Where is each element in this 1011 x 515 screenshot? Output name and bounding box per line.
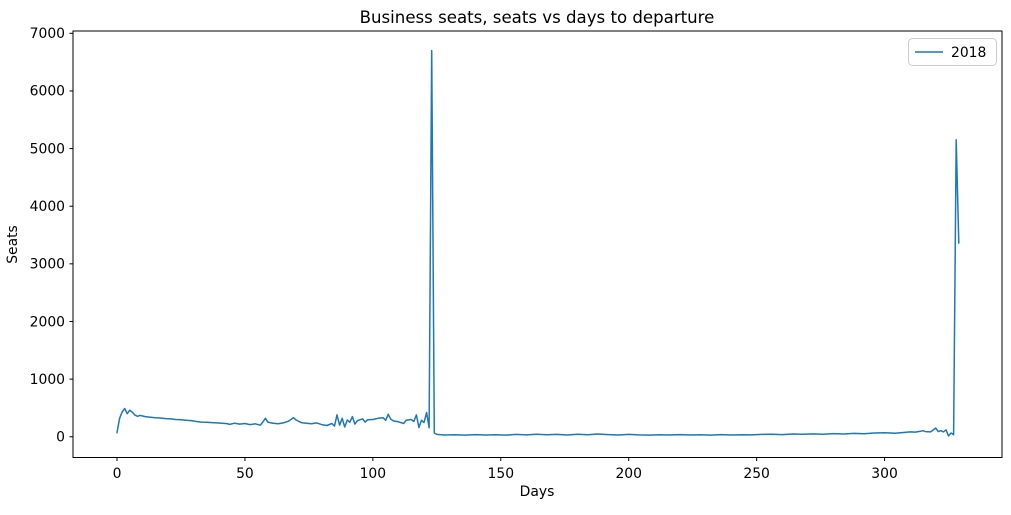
x-tick-label: 200 bbox=[615, 466, 642, 482]
axis-ticks: 0 50 100 150 200 250 3000100020003000400050006… bbox=[30, 26, 898, 482]
legend-box bbox=[908, 38, 997, 66]
series-lines bbox=[116, 49, 960, 437]
y-tick-label: 5000 bbox=[30, 141, 65, 157]
y-axis-label: Seats bbox=[5, 225, 21, 264]
chart-title: Business seats, seats vs days to departu… bbox=[360, 8, 715, 27]
x-tick-label: 0 bbox=[113, 466, 122, 482]
axes-spines bbox=[72, 30, 1003, 458]
x-tick-label: 150 bbox=[488, 466, 515, 482]
y-tick-label: 0 bbox=[56, 430, 65, 446]
y-tick-label: 2000 bbox=[30, 314, 65, 330]
x-tick-label: 100 bbox=[360, 466, 387, 482]
y-tick-label: 6000 bbox=[30, 84, 65, 100]
x-axis-label: Days bbox=[520, 484, 555, 500]
y-tick-label: 7000 bbox=[30, 26, 65, 42]
series-2018-line bbox=[116, 49, 960, 437]
plot-area bbox=[73, 31, 1002, 458]
x-tick-label: 250 bbox=[743, 466, 770, 482]
y-tick-label: 1000 bbox=[30, 372, 65, 388]
y-tick-label: 3000 bbox=[30, 257, 65, 273]
x-tick-label: 300 bbox=[871, 466, 898, 482]
legend-entry-label: 2018 bbox=[951, 45, 986, 61]
y-tick-label: 4000 bbox=[30, 199, 65, 215]
x-tick-label: 50 bbox=[236, 466, 254, 482]
legend: 2018 bbox=[908, 38, 997, 66]
